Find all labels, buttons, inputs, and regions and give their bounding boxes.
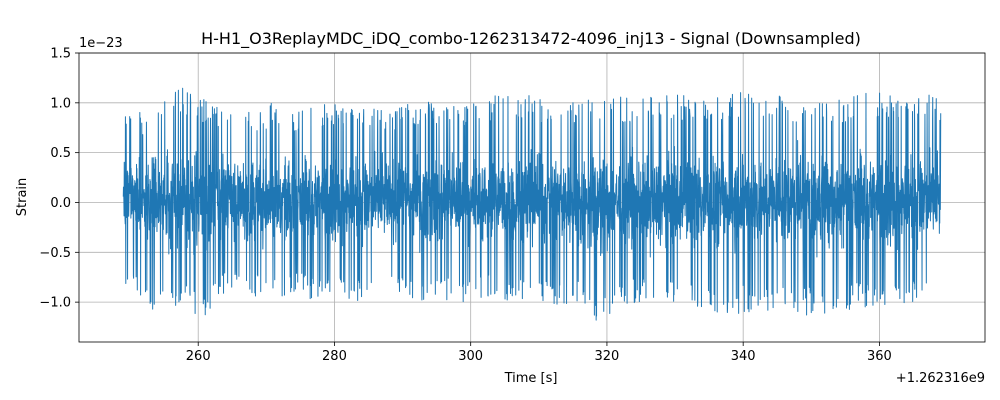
x-tick-label: 260	[186, 349, 211, 364]
y-scale-text: 1e−23	[79, 36, 123, 51]
y-axis-ticks: −1.0 −0.5 0.0 0.5 1.0 1.5	[39, 47, 79, 311]
y-tick-label: 1.0	[50, 96, 71, 111]
y-tick-label: −1.0	[39, 296, 71, 311]
x-tick-label: 340	[731, 349, 756, 364]
x-tick-label: 280	[322, 349, 347, 364]
y-tick-label: −0.5	[39, 246, 71, 261]
x-tick-label: 320	[595, 349, 620, 364]
x-axis-ticks: 260 280 300 320 340 360	[186, 342, 892, 364]
signal-series	[122, 87, 942, 321]
signal-line	[122, 87, 942, 321]
x-tick-label: 300	[458, 349, 483, 364]
plot-frame	[78, 52, 986, 343]
x-offset-text: +1.262316e9	[896, 371, 985, 386]
chart-title: H-H1_O3ReplayMDC_iDQ_combo-1262313472-40…	[201, 29, 861, 49]
x-axis-label: Time [s]	[504, 371, 558, 386]
y-tick-label: 0.0	[50, 196, 71, 211]
y-tick-label: 0.5	[50, 146, 71, 161]
y-axis-label: Strain	[15, 178, 30, 217]
x-tick-label: 360	[867, 349, 892, 364]
y-tick-label: 1.5	[50, 47, 71, 62]
